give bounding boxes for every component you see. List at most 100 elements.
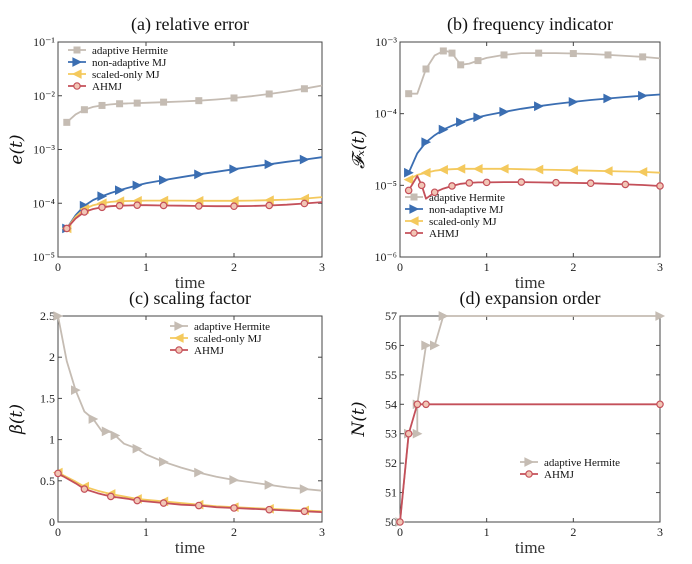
legend-label: adaptive Hermite xyxy=(92,45,168,57)
legend-marker xyxy=(73,82,81,90)
data-point xyxy=(568,97,579,107)
data-point xyxy=(498,163,509,174)
y-tick-label: 57 xyxy=(385,309,397,323)
data-point xyxy=(517,178,526,186)
data-point xyxy=(265,90,273,98)
data-point xyxy=(569,50,577,58)
plot-frame xyxy=(399,41,661,258)
data-point xyxy=(637,167,648,177)
data-point xyxy=(195,501,203,510)
data-point xyxy=(159,457,169,467)
x-tick-label: 2 xyxy=(231,525,237,539)
data-point xyxy=(80,485,89,493)
data-point xyxy=(438,124,449,135)
series-non-adaptive-mj xyxy=(404,90,661,178)
data-point xyxy=(430,188,439,197)
data-point xyxy=(417,181,426,190)
data-point xyxy=(482,178,491,187)
data-point xyxy=(405,90,413,98)
data-point xyxy=(53,311,64,321)
series-line xyxy=(57,472,323,513)
data-point xyxy=(448,49,456,57)
data-point xyxy=(132,443,143,454)
panel-a: 0 1 2 3 10⁻⁵ 10⁻⁴ 10⁻³ 10⁻² 10⁻¹ (a) relative err… xyxy=(7,14,325,292)
y-tick-label: 53 xyxy=(385,427,397,441)
x-tick-label: 1 xyxy=(143,260,149,274)
data-point xyxy=(474,57,482,65)
y-axis-label: e(t) xyxy=(7,134,27,164)
data-point xyxy=(71,385,81,396)
y-tick-label: 10⁻³ xyxy=(375,35,397,49)
data-point xyxy=(300,199,309,208)
y-tick-label: 10⁻¹ xyxy=(33,35,55,49)
series-line xyxy=(66,156,323,229)
legend-label: adaptive Hermite xyxy=(429,192,505,204)
legend-label: scaled-only MJ xyxy=(92,69,160,81)
data-point xyxy=(265,505,274,514)
x-tick-label: 2 xyxy=(570,525,576,539)
data-point xyxy=(194,467,204,478)
series-line xyxy=(408,50,661,95)
panel-title: (a) relative error xyxy=(131,14,249,35)
y-tick-label: 10⁻⁵ xyxy=(32,250,55,264)
data-point xyxy=(230,202,238,211)
legend-label: adaptive Hermite xyxy=(194,321,270,333)
data-point xyxy=(265,201,274,210)
legend-label: non-adaptive MJ xyxy=(92,57,167,69)
data-point xyxy=(63,118,71,126)
series-scaled-only-mj xyxy=(403,163,661,185)
data-point xyxy=(107,492,115,501)
data-point xyxy=(132,180,143,191)
y-tick-label: 54 xyxy=(385,397,397,411)
panel-d: 0 1 2 3 50 51 52 53 54 55 56 57 (d) expansion order t… xyxy=(349,288,666,557)
y-tick-label: 10⁻³ xyxy=(33,143,55,157)
data-point xyxy=(422,400,430,409)
data-point xyxy=(403,174,414,185)
data-point xyxy=(230,504,238,512)
legend-marker xyxy=(173,333,184,343)
data-point xyxy=(604,51,612,59)
data-point xyxy=(80,208,89,216)
panel-title: (c) scaling factor xyxy=(129,288,251,309)
x-tick-label: 2 xyxy=(570,260,576,274)
data-point xyxy=(299,484,310,494)
series-ahmj xyxy=(54,469,323,516)
data-point xyxy=(465,179,474,187)
y-tick-label: 51 xyxy=(385,486,397,500)
data-point xyxy=(638,90,648,101)
data-point xyxy=(413,400,422,409)
data-point xyxy=(110,430,121,441)
y-tick-label: 10⁻⁵ xyxy=(374,178,397,192)
legend-marker xyxy=(410,229,418,237)
data-point xyxy=(430,340,440,351)
y-tick-label: 10⁻² xyxy=(33,89,55,103)
y-tick-label: 52 xyxy=(385,456,397,470)
data-point xyxy=(422,65,430,73)
data-point xyxy=(656,400,664,409)
series-adaptive-hermite xyxy=(405,47,661,98)
data-point xyxy=(98,101,106,109)
data-point xyxy=(656,182,664,190)
legend-marker xyxy=(72,57,83,67)
data-point xyxy=(552,178,560,187)
data-point xyxy=(533,164,544,175)
data-point xyxy=(457,61,465,69)
data-point xyxy=(300,507,309,516)
data-point xyxy=(299,154,310,165)
legend-marker xyxy=(524,457,535,467)
data-point xyxy=(448,182,456,190)
data-point xyxy=(421,137,432,148)
legend-label: scaled-only MJ xyxy=(429,216,497,228)
y-tick-label: 0.5 xyxy=(40,474,55,488)
data-point xyxy=(455,163,466,174)
data-point xyxy=(300,85,308,93)
data-point xyxy=(603,93,614,104)
data-point xyxy=(115,201,124,210)
data-point xyxy=(396,518,404,526)
data-point xyxy=(456,117,466,128)
data-point xyxy=(472,163,483,174)
data-point xyxy=(264,480,275,490)
series-ahmj xyxy=(404,175,664,200)
data-point xyxy=(438,164,448,175)
